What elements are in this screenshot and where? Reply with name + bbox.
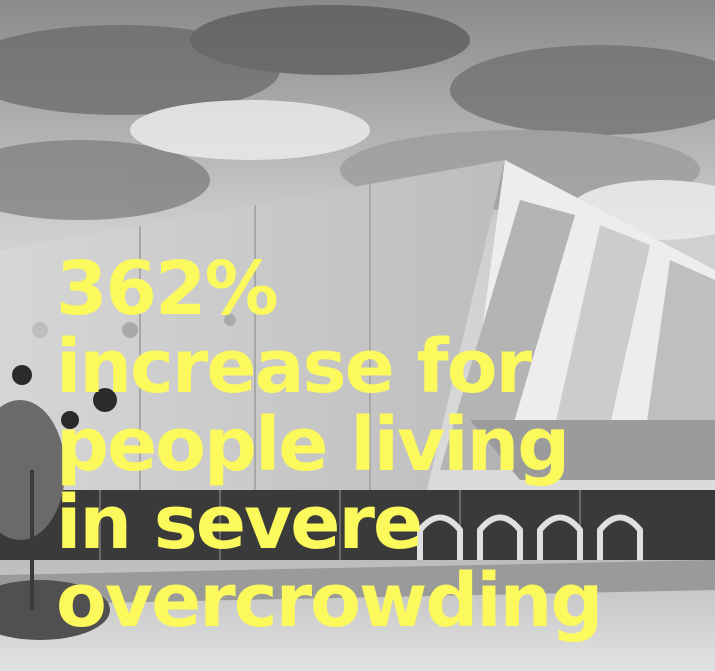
headline: 362% increase for people living in sever… [56,250,711,640]
clouds [0,5,715,240]
round-windows [12,314,236,429]
building-facade [0,160,505,525]
headline-line-3: people living [56,402,570,488]
headline-line-5: overcrowding [56,558,603,644]
glass-storefront [0,490,715,560]
bike-racks [417,514,643,560]
shrubs [0,400,110,640]
headline-line-1: 362% [56,246,279,332]
cladding-fins [440,160,715,480]
planter-edge [0,560,715,605]
facade-panels [139,185,371,525]
headline-line-2: increase for [56,324,532,410]
storefront-mullions [99,490,581,560]
headline-line-4: in severe [56,480,423,566]
